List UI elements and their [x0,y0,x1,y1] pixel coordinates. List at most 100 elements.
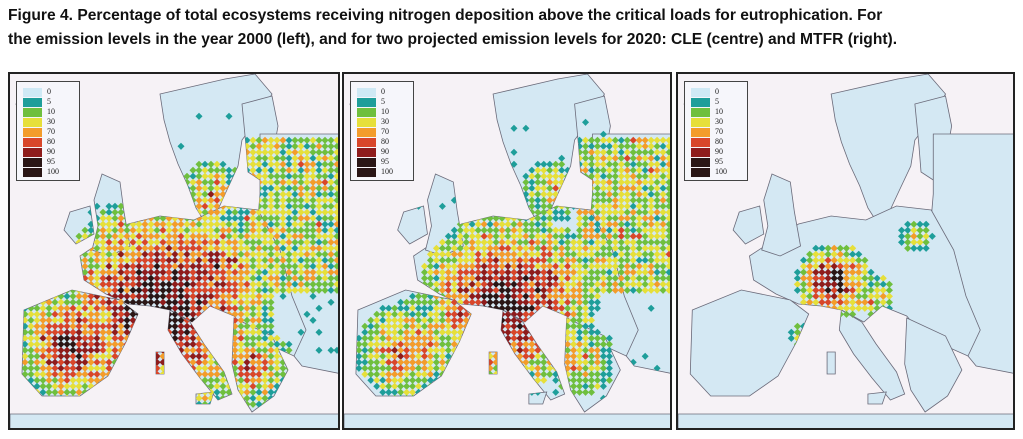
deposition-cell [255,232,263,240]
deposition-cell [255,220,263,228]
deposition-cell [99,208,107,216]
legend-swatch [23,168,42,177]
deposition-cell [135,226,143,234]
deposition-cell [249,322,257,330]
deposition-cell [135,262,143,270]
deposition-cell [201,262,209,270]
deposition-cell [635,160,643,168]
deposition-cell [309,160,317,168]
deposition-cell [321,268,329,276]
deposition-cell [243,256,251,264]
deposition-cell [165,220,173,228]
deposition-cell [273,196,281,204]
deposition-cell [327,214,335,222]
legend-label: 30 [715,117,723,126]
deposition-cell [273,376,281,384]
deposition-cell [207,256,215,264]
legend-entry: 100 [691,167,745,178]
deposition-cell [147,220,155,228]
deposition-cell [111,232,119,240]
deposition-cell [321,148,329,156]
deposition-cell [267,226,275,234]
deposition-cell [237,274,245,282]
deposition-cell [105,232,113,240]
deposition-cell [249,352,257,360]
deposition-cell [129,292,137,300]
deposition-cell [255,340,263,348]
deposition-cell [135,274,143,282]
deposition-cell [105,226,113,234]
deposition-cell [255,328,263,336]
land-area [826,351,836,375]
deposition-cell [339,287,340,294]
deposition-cell [195,160,203,168]
deposition-cell [267,262,275,270]
deposition-cell [279,256,287,264]
deposition-cell [243,358,251,366]
deposition-cell [243,364,251,372]
deposition-cell [291,286,299,294]
deposition-cell [576,208,584,216]
deposition-cell [267,322,275,330]
deposition-cell [321,160,329,168]
deposition-cell [213,244,221,252]
land-area [344,413,670,428]
deposition-cell [321,280,329,288]
deposition-cell [339,257,340,264]
deposition-cell [177,298,185,306]
deposition-cell [255,292,263,300]
deposition-cell [93,238,101,246]
deposition-cell [207,226,215,234]
deposition-cell [309,280,317,288]
deposition-cell [623,184,631,192]
deposition-cell [309,232,317,240]
deposition-cell [285,220,293,228]
deposition-cell [273,352,281,360]
deposition-cell [659,160,667,168]
deposition-cell [141,238,149,246]
deposition-cell [267,256,275,264]
deposition-cell [135,286,143,294]
deposition-cell [129,256,137,264]
deposition-cell [243,328,251,336]
legend-entry: 5 [23,97,77,108]
deposition-cell [339,203,340,210]
deposition-cell [225,226,233,234]
deposition-cell [599,160,607,168]
deposition-cell [183,268,191,276]
deposition-cell [261,184,269,192]
deposition-cell [237,358,245,366]
deposition-cell [273,226,281,234]
deposition-cell [249,208,257,216]
deposition-cell [111,226,119,234]
deposition-cell [297,256,305,264]
deposition-cell [534,178,542,186]
deposition-cell [159,286,167,294]
deposition-cell [321,184,329,192]
deposition-cell [279,136,287,144]
deposition-cell [315,142,323,150]
deposition-cell [195,280,203,288]
deposition-cell [183,298,191,306]
deposition-cell [309,256,317,264]
deposition-cell [327,184,335,192]
deposition-cell [141,280,149,288]
deposition-cell [327,226,335,234]
deposition-cell [303,286,311,294]
deposition-cell [231,358,239,366]
deposition-cell [605,208,613,216]
deposition-cell [540,178,548,186]
legend-entry: 100 [23,167,77,178]
deposition-cell [207,244,215,252]
deposition-cell [653,142,661,150]
deposition-cell [315,148,323,156]
legend-entry: 10 [23,107,77,118]
deposition-cell [605,166,613,174]
legend-swatch [23,148,42,157]
deposition-cell [243,340,251,348]
deposition-cell [309,148,317,156]
deposition-cell [159,280,167,288]
deposition-cell [219,166,227,174]
deposition-cell [255,280,263,288]
deposition-cell [183,292,191,300]
